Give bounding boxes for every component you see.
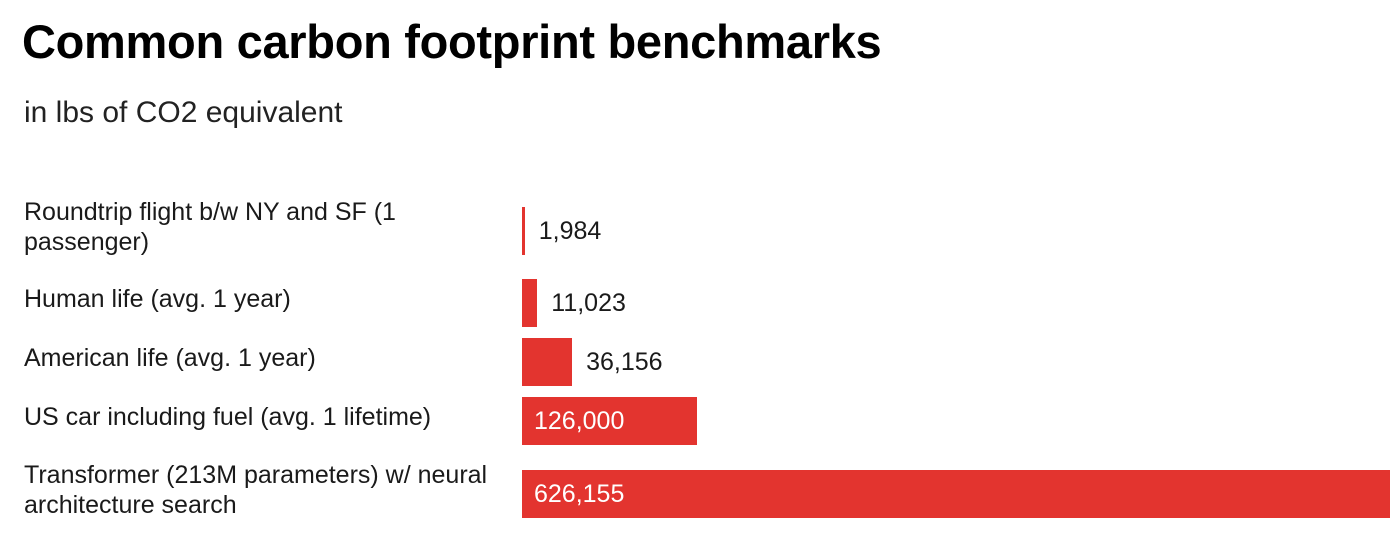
category-label: US car including fuel (avg. 1 lifetime) [24,403,432,431]
category-label: Transformer (213M parameters) w/ neural … [24,461,488,519]
category-label: American life (avg. 1 year) [24,344,316,372]
chart-title: Common carbon footprint benchmarks [22,15,882,68]
bar [522,279,538,327]
bar [522,207,525,255]
bar-row: Human life (avg. 1 year) 11,023 [0,270,1400,328]
bar [522,397,697,445]
data-label: 36,156 [586,348,663,376]
bar [522,470,1390,518]
category-label: Roundtrip flight b/w NY and SF (1 passen… [24,198,396,256]
data-label: 11,023 [551,289,626,317]
data-label: 126,000 [534,407,625,435]
bar-row: US car including fuel (avg. 1 lifetime) 1… [0,388,1400,446]
bar-row: American life (avg. 1 year) 36,156 [0,330,1400,386]
category-label: Human life (avg. 1 year) [24,285,291,313]
bar-row: Roundtrip flight b/w NY and SF (1 passen… [0,196,1400,258]
bar [522,338,573,386]
data-label: 626,155 [534,480,625,508]
data-label: 1,984 [538,217,602,245]
chart-subtitle: in lbs of CO2 equivalent [24,96,343,129]
bar-row: Transformer (213M parameters) w/ neural … [0,458,1400,522]
